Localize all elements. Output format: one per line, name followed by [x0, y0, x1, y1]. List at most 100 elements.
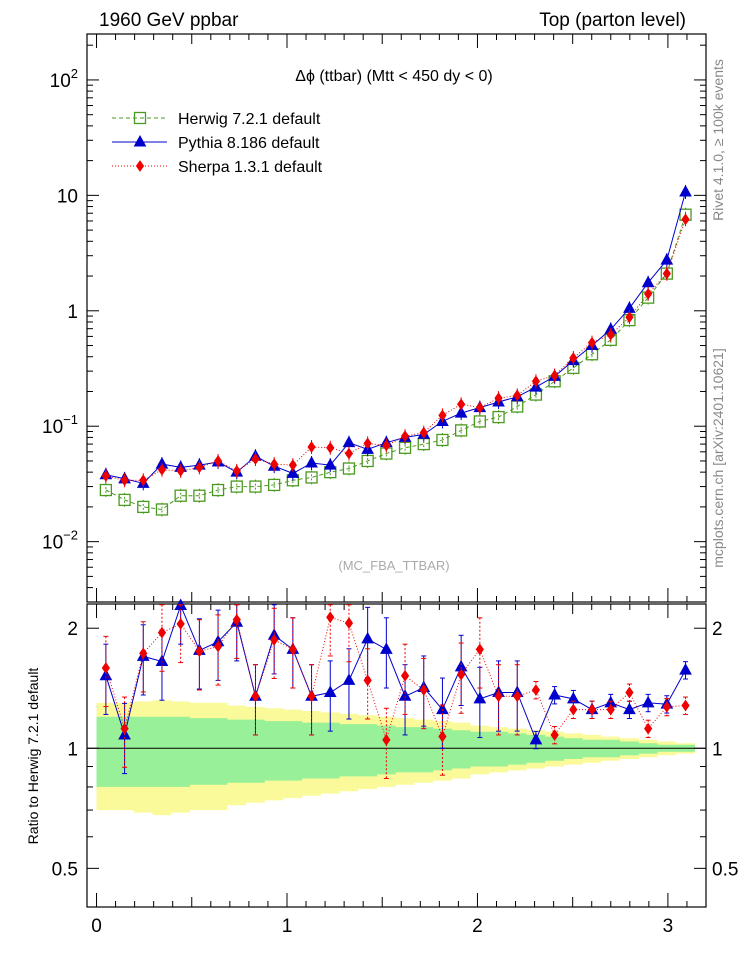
- ratio-y-tick-label-right: 0.5: [712, 859, 738, 880]
- ratio-point-pythia: [361, 631, 374, 644]
- ratio-point-sherpa: [494, 690, 503, 703]
- x-tick-label: 0: [91, 916, 102, 937]
- data-point-herwig: [118, 493, 131, 507]
- ratio-y-tick-label-left: 2: [67, 619, 78, 640]
- y-tick-label-base: 10: [42, 533, 63, 554]
- data-point-herwig: [155, 503, 169, 516]
- y-tick-label-exp: 2: [71, 66, 78, 81]
- ratio-point-sherpa: [569, 703, 578, 716]
- ratio-point-sherpa: [475, 643, 484, 656]
- data-point-sherpa: [363, 437, 372, 450]
- header-left: 1960 GeV ppbar: [99, 10, 239, 31]
- data-point-sherpa: [531, 375, 541, 388]
- series-line-sherpa: [105, 219, 686, 481]
- ratio-point-sherpa: [139, 647, 148, 660]
- data-point-sherpa: [644, 288, 653, 300]
- y-tick-label-exp: −1: [63, 412, 78, 427]
- ratio-point-sherpa: [232, 613, 241, 626]
- data-point-sherpa: [232, 465, 241, 477]
- data-point-pythia: [286, 466, 300, 478]
- data-point-herwig: [193, 489, 206, 502]
- data-point-sherpa: [120, 474, 129, 487]
- data-point-sherpa: [550, 369, 559, 382]
- data-point-pythia: [342, 435, 356, 448]
- series-line-pythia: [105, 191, 686, 484]
- x-tick-label: 1: [282, 916, 293, 937]
- legend-label-herwig: Herwig 7.2.1 default: [178, 111, 321, 128]
- ratio-point-pythia: [548, 687, 561, 700]
- data-point-pythia: [679, 184, 692, 197]
- data-point-pythia: [641, 275, 655, 288]
- ratio-point-sherpa: [363, 674, 372, 687]
- data-point-herwig: [268, 478, 281, 492]
- header-right: Top (parton level): [539, 10, 686, 31]
- data-point-sherpa: [606, 328, 615, 341]
- data-point-sherpa: [157, 463, 167, 476]
- ratio-point-pythia: [679, 663, 692, 675]
- ratio-point-sherpa: [195, 645, 204, 658]
- data-point-sherpa: [681, 213, 690, 226]
- analysis-label: (MC_FBA_TTBAR): [338, 558, 449, 573]
- main-panel: Δϕ (ttbar) (Mtt < 450 dy < 0) (MC_FBA_TT…: [42, 33, 707, 603]
- ratio-point-sherpa: [681, 699, 690, 712]
- data-point-sherpa: [213, 455, 223, 467]
- ratio-y-tick-label-right: 1: [712, 739, 723, 760]
- ratio-point-pythia: [623, 702, 636, 715]
- data-point-herwig: [454, 424, 468, 437]
- ratio-point-pythia: [323, 685, 337, 697]
- series-herwig: [99, 207, 692, 517]
- ratio-point-sherpa: [438, 730, 447, 743]
- ratio-y-tick-label-right: 2: [712, 619, 723, 640]
- data-point-sherpa: [176, 465, 185, 477]
- ratio-point-pythia: [342, 673, 356, 685]
- ratio-point-sherpa: [326, 611, 335, 624]
- data-point-sherpa: [326, 441, 335, 454]
- y-tick-label: 102: [50, 66, 78, 92]
- data-point-sherpa: [569, 352, 578, 364]
- y-tick-label-base: 1: [67, 302, 78, 323]
- data-point-herwig: [99, 483, 113, 497]
- ratio-point-sherpa: [625, 686, 634, 699]
- ratio-point-sherpa: [213, 640, 223, 653]
- ratio-point-sherpa: [400, 669, 410, 682]
- data-point-pythia: [660, 253, 674, 265]
- ratio-point-sherpa: [251, 690, 260, 703]
- ratio-line-pythia: [105, 604, 686, 742]
- series-line-herwig: [105, 214, 686, 511]
- ratio-point-sherpa: [587, 703, 597, 716]
- data-point-sherpa: [288, 459, 297, 472]
- data-point-sherpa: [438, 409, 447, 422]
- data-point-sherpa: [195, 461, 204, 474]
- data-point-herwig: [174, 489, 187, 502]
- data-point-sherpa: [400, 430, 410, 443]
- data-point-sherpa: [662, 267, 671, 280]
- data-point-herwig: [211, 483, 225, 497]
- ratio-point-sherpa: [176, 618, 185, 630]
- ratio-panel: Ratio to Herwig 7.2.1 default 0 1 2 3 0.5 0.5…: [25, 598, 738, 937]
- ratio-point-sherpa: [101, 662, 110, 674]
- ratio-point-sherpa: [307, 690, 316, 703]
- data-point-pythia: [454, 406, 468, 418]
- main-frame: [86, 33, 707, 603]
- ratio-point-sherpa: [662, 701, 671, 713]
- ratio-band-inner: [96, 716, 695, 787]
- legend-marker-herwig: [133, 111, 147, 125]
- data-point-herwig: [249, 480, 262, 493]
- data-point-sherpa: [101, 470, 110, 482]
- ratio-y-tick-label-left: 1: [67, 739, 78, 760]
- ratio-point-sherpa: [288, 643, 297, 656]
- data-point-sherpa: [139, 474, 148, 487]
- x-tick-label: 3: [663, 916, 674, 937]
- ratio-point-sherpa: [382, 733, 391, 746]
- ratio-point-sherpa: [457, 668, 466, 681]
- ratio-point-pythia: [641, 695, 655, 708]
- data-point-sherpa: [513, 389, 522, 402]
- legend-marker-sherpa: [135, 160, 145, 172]
- data-point-herwig: [473, 415, 486, 428]
- legend-label-pythia: Pythia 8.186 default: [178, 135, 320, 152]
- legend-marker-pythia: [133, 134, 147, 147]
- ratio-point-pythia: [398, 689, 412, 701]
- data-point-sherpa: [270, 458, 279, 470]
- mcplots-label: mcplots.cern.ch [arXiv:2401.10621]: [710, 348, 726, 567]
